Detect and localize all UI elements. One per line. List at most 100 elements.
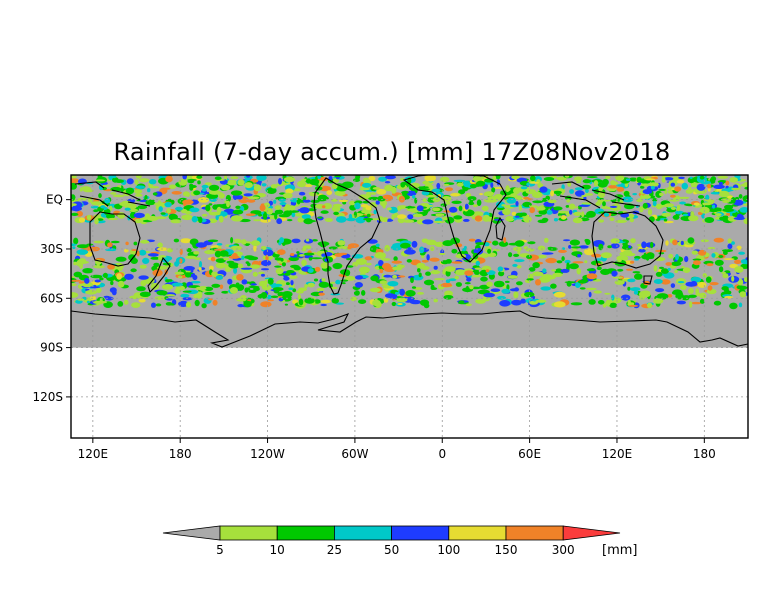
rain-cell xyxy=(71,178,79,184)
rain-cell xyxy=(472,211,484,217)
rain-cell xyxy=(636,176,642,183)
rain-cell xyxy=(346,257,352,261)
rain-cell xyxy=(165,302,173,306)
rain-cell xyxy=(446,201,451,205)
rain-cell xyxy=(571,246,581,249)
rain-cell xyxy=(272,287,284,292)
rain-cell xyxy=(700,239,710,243)
rain-cell xyxy=(729,302,738,310)
rain-cell xyxy=(253,244,257,252)
colorbar-tick-label: 150 xyxy=(495,543,518,557)
rain-cell xyxy=(469,285,474,290)
rain-cell xyxy=(90,296,97,300)
rain-cell xyxy=(209,265,214,271)
rain-cell xyxy=(378,259,384,267)
rain-cell xyxy=(514,259,525,263)
rain-cell xyxy=(647,208,653,216)
rain-cell xyxy=(161,187,171,190)
rain-cell xyxy=(297,208,307,212)
rain-cell xyxy=(123,299,129,305)
rain-cell xyxy=(296,197,301,205)
rain-cell xyxy=(274,265,282,268)
legend-unit: [mm] xyxy=(602,543,637,558)
rain-cell xyxy=(368,175,376,182)
rain-cell xyxy=(73,237,79,245)
rain-cell xyxy=(236,195,243,200)
australia-coast-left xyxy=(89,211,141,267)
rain-cell xyxy=(384,293,396,299)
rain-cell xyxy=(688,288,694,294)
lon-label: 120W xyxy=(250,447,285,461)
rain-cell xyxy=(273,283,283,287)
rain-cell xyxy=(104,197,111,204)
rain-cell xyxy=(607,245,612,249)
rain-cell xyxy=(110,240,120,244)
rain-cell xyxy=(135,185,146,189)
rain-cell xyxy=(479,193,483,196)
rain-cell xyxy=(569,239,581,246)
rain-cell xyxy=(475,242,486,246)
rain-cell xyxy=(328,246,338,250)
islands-right xyxy=(551,181,641,209)
rain-cell xyxy=(464,270,474,276)
rain-cell xyxy=(501,204,507,207)
rain-cell xyxy=(425,204,434,207)
rain-cell xyxy=(175,206,183,211)
rain-cell xyxy=(277,249,286,256)
rain-cell xyxy=(412,194,416,199)
rain-cell xyxy=(504,280,510,283)
rain-cell xyxy=(253,219,261,222)
rain-cell xyxy=(684,203,692,206)
rain-cell xyxy=(698,195,705,199)
rain-cell xyxy=(86,300,90,304)
rain-cell xyxy=(660,268,669,274)
rain-cell xyxy=(350,296,358,302)
rain-cell xyxy=(224,266,231,272)
rain-cell xyxy=(281,262,286,267)
rain-cell xyxy=(535,299,547,303)
rain-cell xyxy=(133,212,145,218)
rain-cell xyxy=(667,294,673,298)
rain-cell xyxy=(302,245,312,250)
rain-cell xyxy=(626,268,633,271)
rain-cell xyxy=(126,178,134,185)
rain-cell xyxy=(240,267,253,270)
rain-cell xyxy=(561,188,565,196)
rain-cell xyxy=(182,297,193,301)
rain-cell xyxy=(204,250,216,255)
rain-cell xyxy=(705,194,710,201)
rain-cell xyxy=(276,218,283,225)
rain-cell xyxy=(476,180,486,187)
rain-cell xyxy=(574,187,584,191)
rain-cell xyxy=(476,199,482,206)
rain-cell xyxy=(539,186,548,193)
rain-cell xyxy=(432,207,441,212)
rain-cell xyxy=(436,182,441,190)
rain-cell xyxy=(556,260,563,264)
rain-cell xyxy=(183,266,195,271)
rain-cell xyxy=(721,271,726,275)
rain-cell xyxy=(235,205,241,209)
rain-cell xyxy=(737,285,748,290)
rain-cell xyxy=(136,286,146,292)
rain-cell xyxy=(731,275,735,282)
rain-cell xyxy=(344,276,356,281)
rain-cell xyxy=(353,290,360,296)
rain-cell xyxy=(707,285,713,291)
rain-cell xyxy=(297,180,307,188)
colorbar-tick-label: 100 xyxy=(437,543,460,557)
rain-cell xyxy=(532,262,540,269)
rain-cell xyxy=(693,202,700,206)
rain-cell xyxy=(687,177,696,184)
rain-cell xyxy=(348,213,353,221)
rain-cell xyxy=(71,279,82,282)
rain-cell xyxy=(625,178,631,181)
map-title: Rainfall (7-day accum.) [mm] 17Z08Nov201… xyxy=(113,138,671,166)
rain-cell xyxy=(91,201,103,206)
rain-cell xyxy=(189,183,194,188)
rain-cell xyxy=(227,278,233,285)
rain-cell xyxy=(90,274,103,279)
rain-cell xyxy=(383,274,392,278)
rain-cell xyxy=(429,257,440,262)
rain-cell xyxy=(72,246,76,250)
